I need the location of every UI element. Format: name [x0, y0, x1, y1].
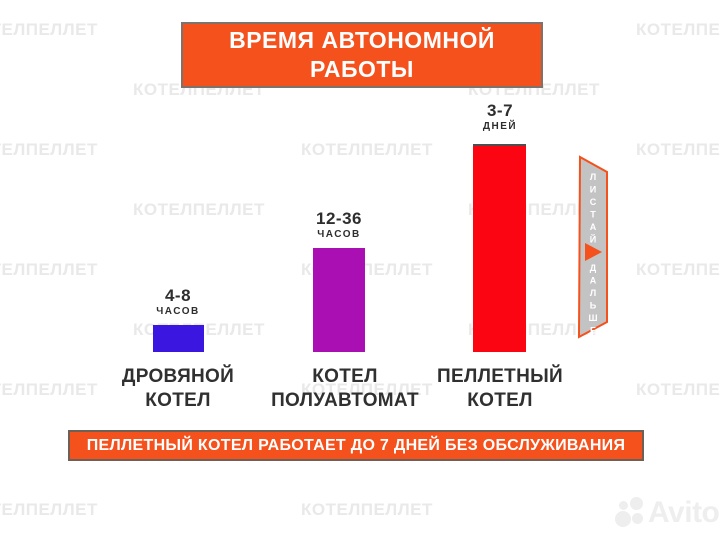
watermark-text: КОТЕЛПЕЛЛЕТ	[301, 380, 433, 399]
value-unit: ДНЕЙ	[482, 121, 518, 132]
watermark-text: КОТЕЛПЕЛЛЕТ	[0, 140, 98, 159]
watermark-text: КОТЕЛПЕЛЛЕТ	[636, 260, 720, 279]
value-label-pellet-boiler: 3-7 ДНЕЙ	[430, 102, 570, 133]
swipe-next-ribbon[interactable]	[575, 150, 615, 345]
watermark-text: КОТЕЛПЕЛЛЕТ	[0, 260, 98, 279]
ribbon-word-top[interactable]: ЛИСТАЙ	[588, 172, 598, 247]
category-line2: КОТЕЛ	[467, 390, 533, 411]
page-title-line1: ВРЕМЯ АВТОНОМНОЙ	[229, 27, 495, 53]
category-line2: ПОЛУАВТОМАТ	[271, 390, 419, 411]
bar-wood-boiler	[153, 325, 204, 352]
title-banner: ВРЕМЯ АВТОНОМНОЙ РАБОТЫ	[181, 22, 543, 88]
ribbon-word-bottom[interactable]: ДАЛЬШЕ	[588, 263, 598, 338]
value-number: 4-8	[164, 286, 192, 305]
category-label-wood-boiler: ДРОВЯНОЙ КОТЕЛ	[88, 365, 268, 413]
value-label-semiauto-boiler: 12-36 ЧАСОВ	[269, 210, 409, 241]
watermark-text: КОТЕЛПЕЛЛЕТ	[636, 140, 720, 159]
arrow-right-icon	[585, 243, 602, 261]
value-unit: ЧАСОВ	[156, 306, 200, 317]
footer-banner: ПЕЛЛЕТНЫЙ КОТЕЛ РАБОТАЕТ ДО 7 ДНЕЙ БЕЗ О…	[68, 430, 644, 461]
bar-semiauto-boiler	[313, 248, 365, 352]
category-label-semiauto-boiler: КОТЕЛ ПОЛУАВТОМАТ	[248, 365, 442, 413]
value-number: 3-7	[486, 101, 514, 120]
avito-watermark: Avito	[612, 496, 720, 532]
category-line1: ПЕЛЛЕТНЫЙ	[437, 366, 563, 387]
bar-pellet-boiler	[473, 144, 526, 352]
watermark-text: КОТЕЛПЕЛЛЕТ	[0, 20, 98, 39]
watermark-text: КОТЕЛПЕЛЛЕТ	[0, 380, 98, 399]
footer-text: ПЕЛЛЕТНЫЙ КОТЕЛ РАБОТАЕТ ДО 7 ДНЕЙ БЕЗ О…	[86, 436, 626, 454]
value-label-wood-boiler: 4-8 ЧАСОВ	[108, 287, 248, 318]
avito-brand-text: Avito	[648, 496, 720, 529]
category-line1: КОТЕЛ	[312, 366, 378, 387]
value-unit: ЧАСОВ	[317, 229, 361, 240]
watermark-text: КОТЕЛПЕЛЛЕТ	[301, 140, 433, 159]
value-number: 12-36	[316, 209, 362, 228]
category-label-pellet-boiler: ПЕЛЛЕТНЫЙ КОТЕЛ	[405, 365, 595, 413]
watermark-text: КОТЕЛПЕЛЛЕТ	[133, 200, 265, 219]
category-line1: ДРОВЯНОЙ	[121, 366, 235, 387]
watermark-text: КОТЕЛПЕЛЛЕТ	[301, 500, 433, 519]
watermark-text: КОТЕЛПЕЛЛЕТ	[636, 380, 720, 399]
ribbon-shape	[577, 155, 608, 339]
category-line2: КОТЕЛ	[145, 390, 211, 411]
watermark-text: КОТЕЛПЕЛЛЕТ	[0, 500, 98, 519]
page-title-line2: РАБОТЫ	[310, 56, 414, 82]
watermark-text: КОТЕЛПЕЛЛЕТ	[636, 20, 720, 39]
